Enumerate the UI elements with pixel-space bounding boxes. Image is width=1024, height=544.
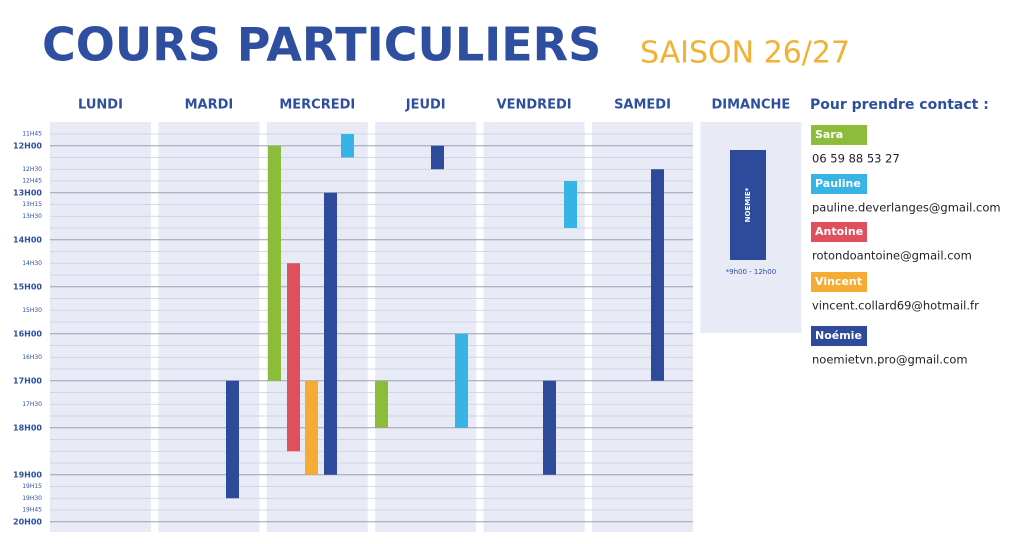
time-label: 19H30 (22, 495, 42, 502)
contact-name: Noémie (815, 329, 862, 342)
day-header: DIMANCHE (711, 98, 790, 113)
time-label: 14H30 (22, 260, 42, 267)
time-label: 12H45 (22, 178, 42, 185)
time-label: 20H00 (13, 517, 42, 526)
day-header: LUNDI (78, 98, 123, 113)
day-column (50, 122, 151, 532)
time-label: 12H00 (13, 141, 42, 150)
day-header: JEUDI (405, 98, 446, 113)
contact-detail: vincent.collard69@hotmail.fr (812, 299, 979, 313)
contact-badge (811, 326, 867, 346)
contact-title: Pour prendre contact : (810, 97, 989, 113)
day-column (592, 122, 693, 532)
day-column (375, 122, 477, 532)
time-label: 16H00 (13, 329, 42, 338)
lesson-block (564, 181, 577, 228)
day-header: VENDREDI (497, 98, 572, 113)
lesson-block (455, 333, 468, 428)
contact-name: Antoine (815, 225, 863, 238)
time-label: 19H00 (13, 470, 42, 479)
contact-detail: pauline.deverlanges@gmail.com (812, 201, 1001, 215)
contact-detail: noemietvn.pro@gmail.com (812, 353, 968, 367)
title: COURS PARTICULIERS (42, 18, 601, 72)
time-label: 13H15 (22, 201, 42, 208)
day-header: MARDI (185, 98, 234, 113)
lesson-block (305, 380, 318, 475)
time-label: 14H00 (13, 235, 42, 244)
lesson-block (287, 263, 300, 452)
day-column (158, 122, 260, 532)
lesson-block (226, 380, 239, 499)
contact-badge (811, 125, 867, 145)
time-label: 17H30 (22, 401, 42, 408)
time-label: 19H15 (22, 483, 42, 490)
time-label: 15H00 (13, 282, 42, 291)
contact-name: Vincent (815, 275, 862, 288)
lesson-block (651, 169, 664, 381)
lesson-block (324, 192, 337, 475)
sunday-note: *9h00 - 12h00 (726, 268, 777, 276)
contact-detail: 06 59 88 53 27 (812, 152, 900, 166)
lesson-block (341, 134, 354, 158)
contact-badge (811, 222, 867, 242)
time-label: 11H45 (22, 131, 42, 138)
time-label: 18H00 (13, 423, 42, 432)
time-label: 17H00 (13, 376, 42, 385)
lesson-block (431, 145, 444, 170)
time-label: 19H45 (22, 507, 42, 514)
day-header: MERCREDI (279, 98, 355, 113)
lesson-block (375, 380, 388, 428)
contact-badge (811, 174, 867, 194)
lesson-block (543, 380, 556, 475)
lesson-block (268, 145, 281, 381)
sunday-block (730, 150, 766, 260)
time-label: 16H30 (22, 354, 42, 361)
time-label: 13H30 (22, 213, 42, 220)
time-label: 15H30 (22, 307, 42, 314)
contact-badge (811, 272, 867, 292)
time-label: 13H00 (13, 188, 42, 197)
day-header: SAMEDI (614, 98, 671, 113)
season: SAISON 26/27 (640, 36, 850, 71)
contact-name: Pauline (815, 177, 861, 190)
contact-name: Sara (815, 128, 843, 141)
contact-detail: rotondoantoine@gmail.com (812, 249, 972, 263)
time-label: 12H30 (22, 166, 42, 173)
sunday-label: NOEMIE* (744, 187, 752, 222)
